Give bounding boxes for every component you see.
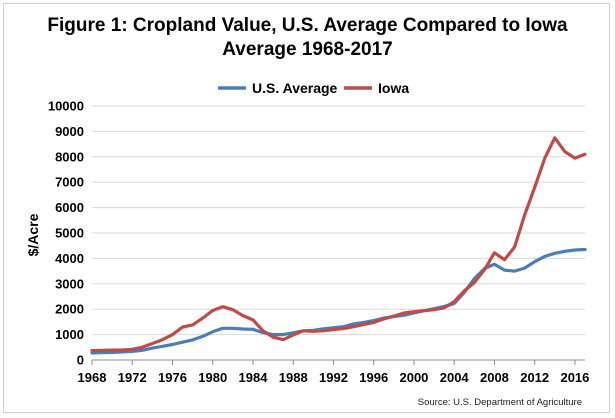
x-tick-label: 1976 (158, 370, 187, 385)
x-tick-label: 1980 (198, 370, 227, 385)
axes (91, 359, 585, 365)
chart-title: Figure 1: Cropland Value, U.S. Average C… (0, 14, 615, 62)
series-line-us-average (90, 247, 587, 355)
y-tick-label: 1000 (55, 327, 84, 342)
x-tick-label: 2012 (520, 370, 549, 385)
x-tick-label: 2008 (480, 370, 509, 385)
x-tick-label: 2000 (399, 370, 428, 385)
x-tick-label: 1984 (239, 370, 269, 385)
chart-title-line1: Figure 1: Cropland Value, U.S. Average C… (47, 15, 568, 36)
y-tick-labels: 0 1000 2000 3000 4000 5000 6000 7000 8000 9000 100… (48, 99, 84, 368)
legend-label-us-average: U.S. Average (252, 80, 338, 96)
x-tick-label: 1968 (78, 370, 107, 385)
y-axis-label: $/Acre (25, 213, 41, 256)
legend-label-iowa: Iowa (378, 80, 409, 96)
y-tick-label: 9000 (55, 124, 84, 139)
y-tick-label: 4000 (55, 251, 84, 266)
legend: U.S. Average Iowa (218, 80, 409, 96)
x-tick-labels: 1968 1972 1976 1980 1984 1988 1992 1996 2000 2004… (78, 370, 590, 385)
y-tick-label: 5000 (55, 226, 84, 241)
x-tick-label: 1972 (118, 370, 147, 385)
x-tick-label: 1988 (279, 370, 308, 385)
y-tick-label: 10000 (48, 99, 84, 114)
chart-title-line2: Average 1968-2017 (222, 39, 393, 60)
y-tick-label: 3000 (55, 276, 84, 291)
x-tick-label: 2016 (560, 370, 589, 385)
series-line-iowa (90, 136, 587, 353)
y-tick-label: 7000 (55, 175, 84, 190)
y-tick-label: 8000 (55, 149, 84, 164)
gridlines (92, 105, 585, 336)
source-note: Source: U.S. Department of Agriculture (418, 397, 582, 408)
series-lines (90, 136, 587, 355)
y-tick-label: 6000 (55, 200, 84, 215)
x-tick-label: 1992 (319, 370, 348, 385)
y-tick-label: 2000 (55, 302, 84, 317)
y-tick-label: 0 (77, 353, 84, 368)
x-tick-label: 2004 (440, 370, 470, 385)
x-tick-label: 1996 (359, 370, 388, 385)
